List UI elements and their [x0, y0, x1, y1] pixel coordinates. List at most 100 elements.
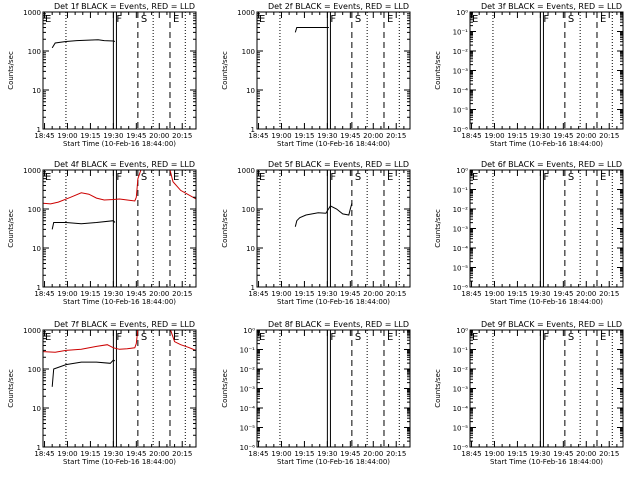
y-tick-label: 10⁻⁶ — [453, 284, 469, 292]
x-tick-label: 19:30 — [317, 290, 337, 298]
x-tick-label: 20:15 — [599, 450, 619, 458]
event-label: F — [116, 14, 122, 25]
x-tick-label: 18:45 — [248, 450, 268, 458]
x-tick-label: 19:00 — [57, 132, 77, 140]
x-tick-label: 20:15 — [172, 132, 192, 140]
event-label: E — [259, 14, 265, 25]
event-label: S — [141, 14, 147, 25]
axes-frame — [256, 11, 411, 130]
x-tick-label: 20:15 — [386, 290, 406, 298]
event-label: E — [259, 332, 265, 343]
x-tick-label: 19:00 — [484, 290, 504, 298]
x-tick-label: 18:45 — [248, 132, 268, 140]
x-tick-label: 19:00 — [57, 450, 77, 458]
y-tick-label: 1000 — [23, 327, 41, 335]
y-tick-label: 10⁻³ — [240, 386, 256, 394]
y-tick-label: 100 — [28, 48, 41, 56]
panel-title: Det 9f BLACK = Events, RED = LLD — [481, 320, 622, 329]
x-axis-label: Start Time (10-Feb-16 18:44:00) — [277, 140, 390, 148]
x-axis-label: Start Time (10-Feb-16 18:44:00) — [63, 458, 176, 466]
axes-frame — [42, 11, 197, 130]
x-tick-label: 18:45 — [34, 290, 54, 298]
y-tick-label: 10⁻³ — [453, 386, 469, 394]
x-axis-label: Start Time (10-Feb-16 18:44:00) — [277, 458, 390, 466]
event-label: E — [387, 332, 393, 343]
x-tick-label: 20:00 — [363, 132, 383, 140]
y-tick-label: 10⁻⁵ — [240, 425, 256, 433]
x-tick-label: 20:15 — [172, 450, 192, 458]
x-axis-label: Start Time (10-Feb-16 18:44:00) — [490, 458, 603, 466]
panel-title: Det 1f BLACK = Events, RED = LLD — [54, 2, 195, 11]
series-events — [51, 39, 116, 49]
y-tick-label: 100 — [242, 48, 255, 56]
y-axis-label: Counts/sec — [434, 51, 442, 90]
y-tick-label: 10⁰ — [243, 327, 255, 335]
series-events — [294, 203, 353, 227]
x-tick-label: 19:00 — [271, 290, 291, 298]
x-tick-label: 19:30 — [530, 132, 550, 140]
x-tick-label: 18:45 — [461, 290, 481, 298]
y-tick-label: 10⁻⁴ — [240, 405, 256, 413]
panel-title: Det 8f BLACK = Events, RED = LLD — [268, 320, 409, 329]
y-tick-label: 10⁻⁶ — [240, 444, 256, 452]
y-tick-label: 10⁻¹ — [453, 29, 469, 37]
event-label: F — [543, 14, 549, 25]
x-tick-label: 19:00 — [484, 132, 504, 140]
x-tick-label: 19:30 — [103, 132, 123, 140]
y-tick-label: 10⁻² — [453, 206, 469, 214]
x-tick-label: 19:45 — [553, 132, 573, 140]
y-tick-label: 100 — [28, 206, 41, 214]
y-axis-label: Counts/sec — [221, 369, 229, 408]
y-tick-label: 1 — [251, 126, 255, 134]
y-tick-label: 10⁻² — [453, 48, 469, 56]
x-tick-label: 19:30 — [103, 290, 123, 298]
y-tick-label: 10⁻² — [453, 366, 469, 374]
event-label: F — [330, 14, 336, 25]
x-tick-label: 19:15 — [507, 290, 527, 298]
y-tick-label: 10⁻⁶ — [453, 126, 469, 134]
y-tick-label: 10⁻¹ — [453, 347, 469, 355]
y-axis-label: Counts/sec — [221, 209, 229, 248]
series-events — [294, 27, 329, 33]
x-tick-label: 20:00 — [576, 290, 596, 298]
series-lld — [43, 330, 196, 353]
event-label: E — [600, 332, 606, 343]
event-label: F — [543, 332, 549, 343]
y-tick-label: 10⁻⁵ — [453, 265, 469, 273]
y-axis-label: Counts/sec — [434, 369, 442, 408]
series-lld — [43, 170, 196, 205]
event-label: E — [600, 14, 606, 25]
x-axis-label: Start Time (10-Feb-16 18:44:00) — [63, 298, 176, 306]
x-axis-label: Start Time (10-Feb-16 18:44:00) — [63, 140, 176, 148]
y-tick-label: 10⁻³ — [453, 68, 469, 76]
x-tick-label: 18:45 — [248, 290, 268, 298]
y-tick-label: 1000 — [237, 9, 255, 17]
event-label: S — [568, 14, 574, 25]
x-tick-label: 19:30 — [103, 450, 123, 458]
x-axis-label: Start Time (10-Feb-16 18:44:00) — [277, 298, 390, 306]
event-label: E — [387, 172, 393, 183]
axes-frame — [256, 169, 411, 288]
event-label: F — [116, 332, 122, 343]
x-tick-label: 18:45 — [461, 132, 481, 140]
y-tick-label: 10⁰ — [456, 167, 468, 175]
axes-frame — [42, 169, 197, 288]
x-tick-label: 19:00 — [484, 450, 504, 458]
x-tick-label: 19:15 — [80, 132, 100, 140]
x-tick-label: 19:15 — [507, 132, 527, 140]
y-tick-label: 1000 — [23, 167, 41, 175]
x-tick-label: 19:15 — [294, 132, 314, 140]
x-tick-label: 19:15 — [507, 450, 527, 458]
panel-title: Det 4f BLACK = Events, RED = LLD — [54, 160, 195, 169]
y-tick-label: 10⁻⁴ — [453, 405, 469, 413]
x-tick-label: 20:00 — [576, 132, 596, 140]
event-label: E — [259, 172, 265, 183]
axes-frame — [42, 329, 197, 448]
